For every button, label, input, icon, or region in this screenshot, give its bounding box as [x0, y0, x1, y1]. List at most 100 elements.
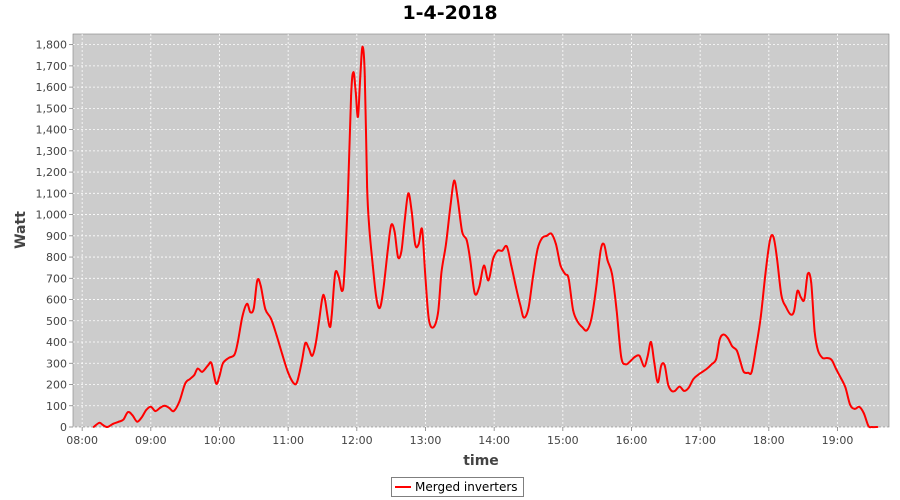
data-point: [304, 342, 307, 344]
data-point: [731, 345, 734, 348]
data-point: [382, 290, 384, 292]
data-point: [428, 318, 430, 321]
data-point: [586, 329, 588, 332]
data-point: [646, 356, 649, 358]
x-tick-label: 12:00: [341, 434, 373, 447]
data-point: [473, 292, 476, 295]
data-point: [674, 390, 676, 392]
y-tick-label: 1,400: [36, 124, 68, 137]
y-tick-label: 1,300: [36, 145, 68, 158]
data-point: [321, 296, 324, 299]
data-point: [252, 307, 255, 309]
x-tick-label: 19:00: [822, 434, 854, 447]
x-tick-label: 15:00: [547, 434, 579, 447]
y-tick-label: 600: [46, 294, 67, 307]
data-point: [810, 281, 813, 284]
y-tick-label: 100: [46, 400, 67, 413]
data-point: [249, 311, 252, 314]
data-point: [785, 306, 787, 308]
data-point: [159, 407, 161, 409]
data-point: [393, 230, 396, 233]
data-point: [750, 370, 753, 373]
x-tick-label: 09:00: [135, 434, 167, 447]
data-point: [478, 285, 481, 288]
data-point: [337, 275, 340, 278]
data-point: [207, 364, 209, 367]
data-point: [354, 90, 357, 93]
y-tick-label: 0: [60, 421, 67, 434]
y-tick-label: 800: [46, 251, 67, 264]
data-point: [184, 382, 187, 385]
data-point: [599, 249, 602, 252]
data-point: [849, 403, 851, 406]
data-point: [98, 421, 101, 424]
data-point: [424, 277, 427, 280]
data-point: [371, 264, 374, 267]
x-axis-label: time: [463, 453, 499, 469]
data-point: [667, 383, 669, 386]
data-point: [653, 362, 656, 365]
x-tick-label: 10:00: [204, 434, 236, 447]
y-tick-label: 400: [46, 336, 67, 349]
data-point: [122, 418, 125, 421]
data-point: [301, 360, 303, 362]
y-tick-label: 1,100: [36, 187, 68, 200]
data-point: [264, 308, 267, 310]
data-point: [572, 309, 574, 312]
data-point: [867, 425, 870, 427]
data-point: [844, 386, 847, 389]
data-point: [334, 273, 336, 275]
y-tick-label: 300: [46, 357, 67, 370]
data-point: [368, 228, 371, 231]
data-point: [813, 330, 816, 333]
data-point: [201, 370, 204, 373]
data-point: [222, 362, 224, 365]
data-point: [876, 426, 879, 428]
data-point: [710, 363, 713, 366]
data-point: [541, 237, 544, 239]
data-point: [803, 298, 806, 301]
data-point: [567, 277, 570, 280]
data-point: [281, 353, 284, 356]
data-point: [759, 315, 762, 318]
data-point: [697, 374, 699, 376]
data-point: [293, 382, 295, 385]
data-point: [670, 390, 673, 392]
data-point: [259, 284, 262, 287]
y-tick-label: 900: [46, 230, 67, 243]
data-point: [496, 249, 499, 252]
data-point: [487, 279, 490, 282]
data-point: [328, 325, 331, 327]
data-point: [483, 264, 485, 267]
data-point: [343, 275, 346, 278]
axes: 0 100 200 300 400 500 600 700 800 900 1,000 1,100 1,…: [36, 39, 854, 447]
data-point: [117, 420, 120, 423]
data-point: [163, 404, 166, 407]
data-point: [400, 249, 403, 252]
data-point: [650, 341, 652, 343]
data-point: [656, 381, 659, 384]
x-tick-label: 17:00: [684, 434, 716, 447]
data-point: [410, 211, 413, 214]
data-point: [715, 358, 718, 360]
data-point: [735, 349, 738, 352]
data-point: [346, 200, 349, 203]
y-tick-label: 1,200: [36, 166, 68, 179]
data-point: [780, 294, 783, 297]
data-point: [576, 320, 579, 323]
data-point: [196, 367, 199, 370]
data-point: [314, 343, 317, 346]
data-point: [501, 249, 504, 252]
x-tick-label: 08:00: [66, 434, 98, 447]
data-point: [275, 334, 278, 337]
data-point: [830, 359, 833, 361]
data-point: [404, 217, 406, 220]
data-point: [545, 234, 548, 237]
data-point: [341, 290, 343, 292]
data-point: [307, 347, 310, 350]
data-point: [505, 245, 508, 248]
y-tick-label: 700: [46, 272, 67, 285]
data-point: [323, 297, 326, 300]
data-point: [461, 230, 463, 233]
data-point: [755, 345, 758, 348]
